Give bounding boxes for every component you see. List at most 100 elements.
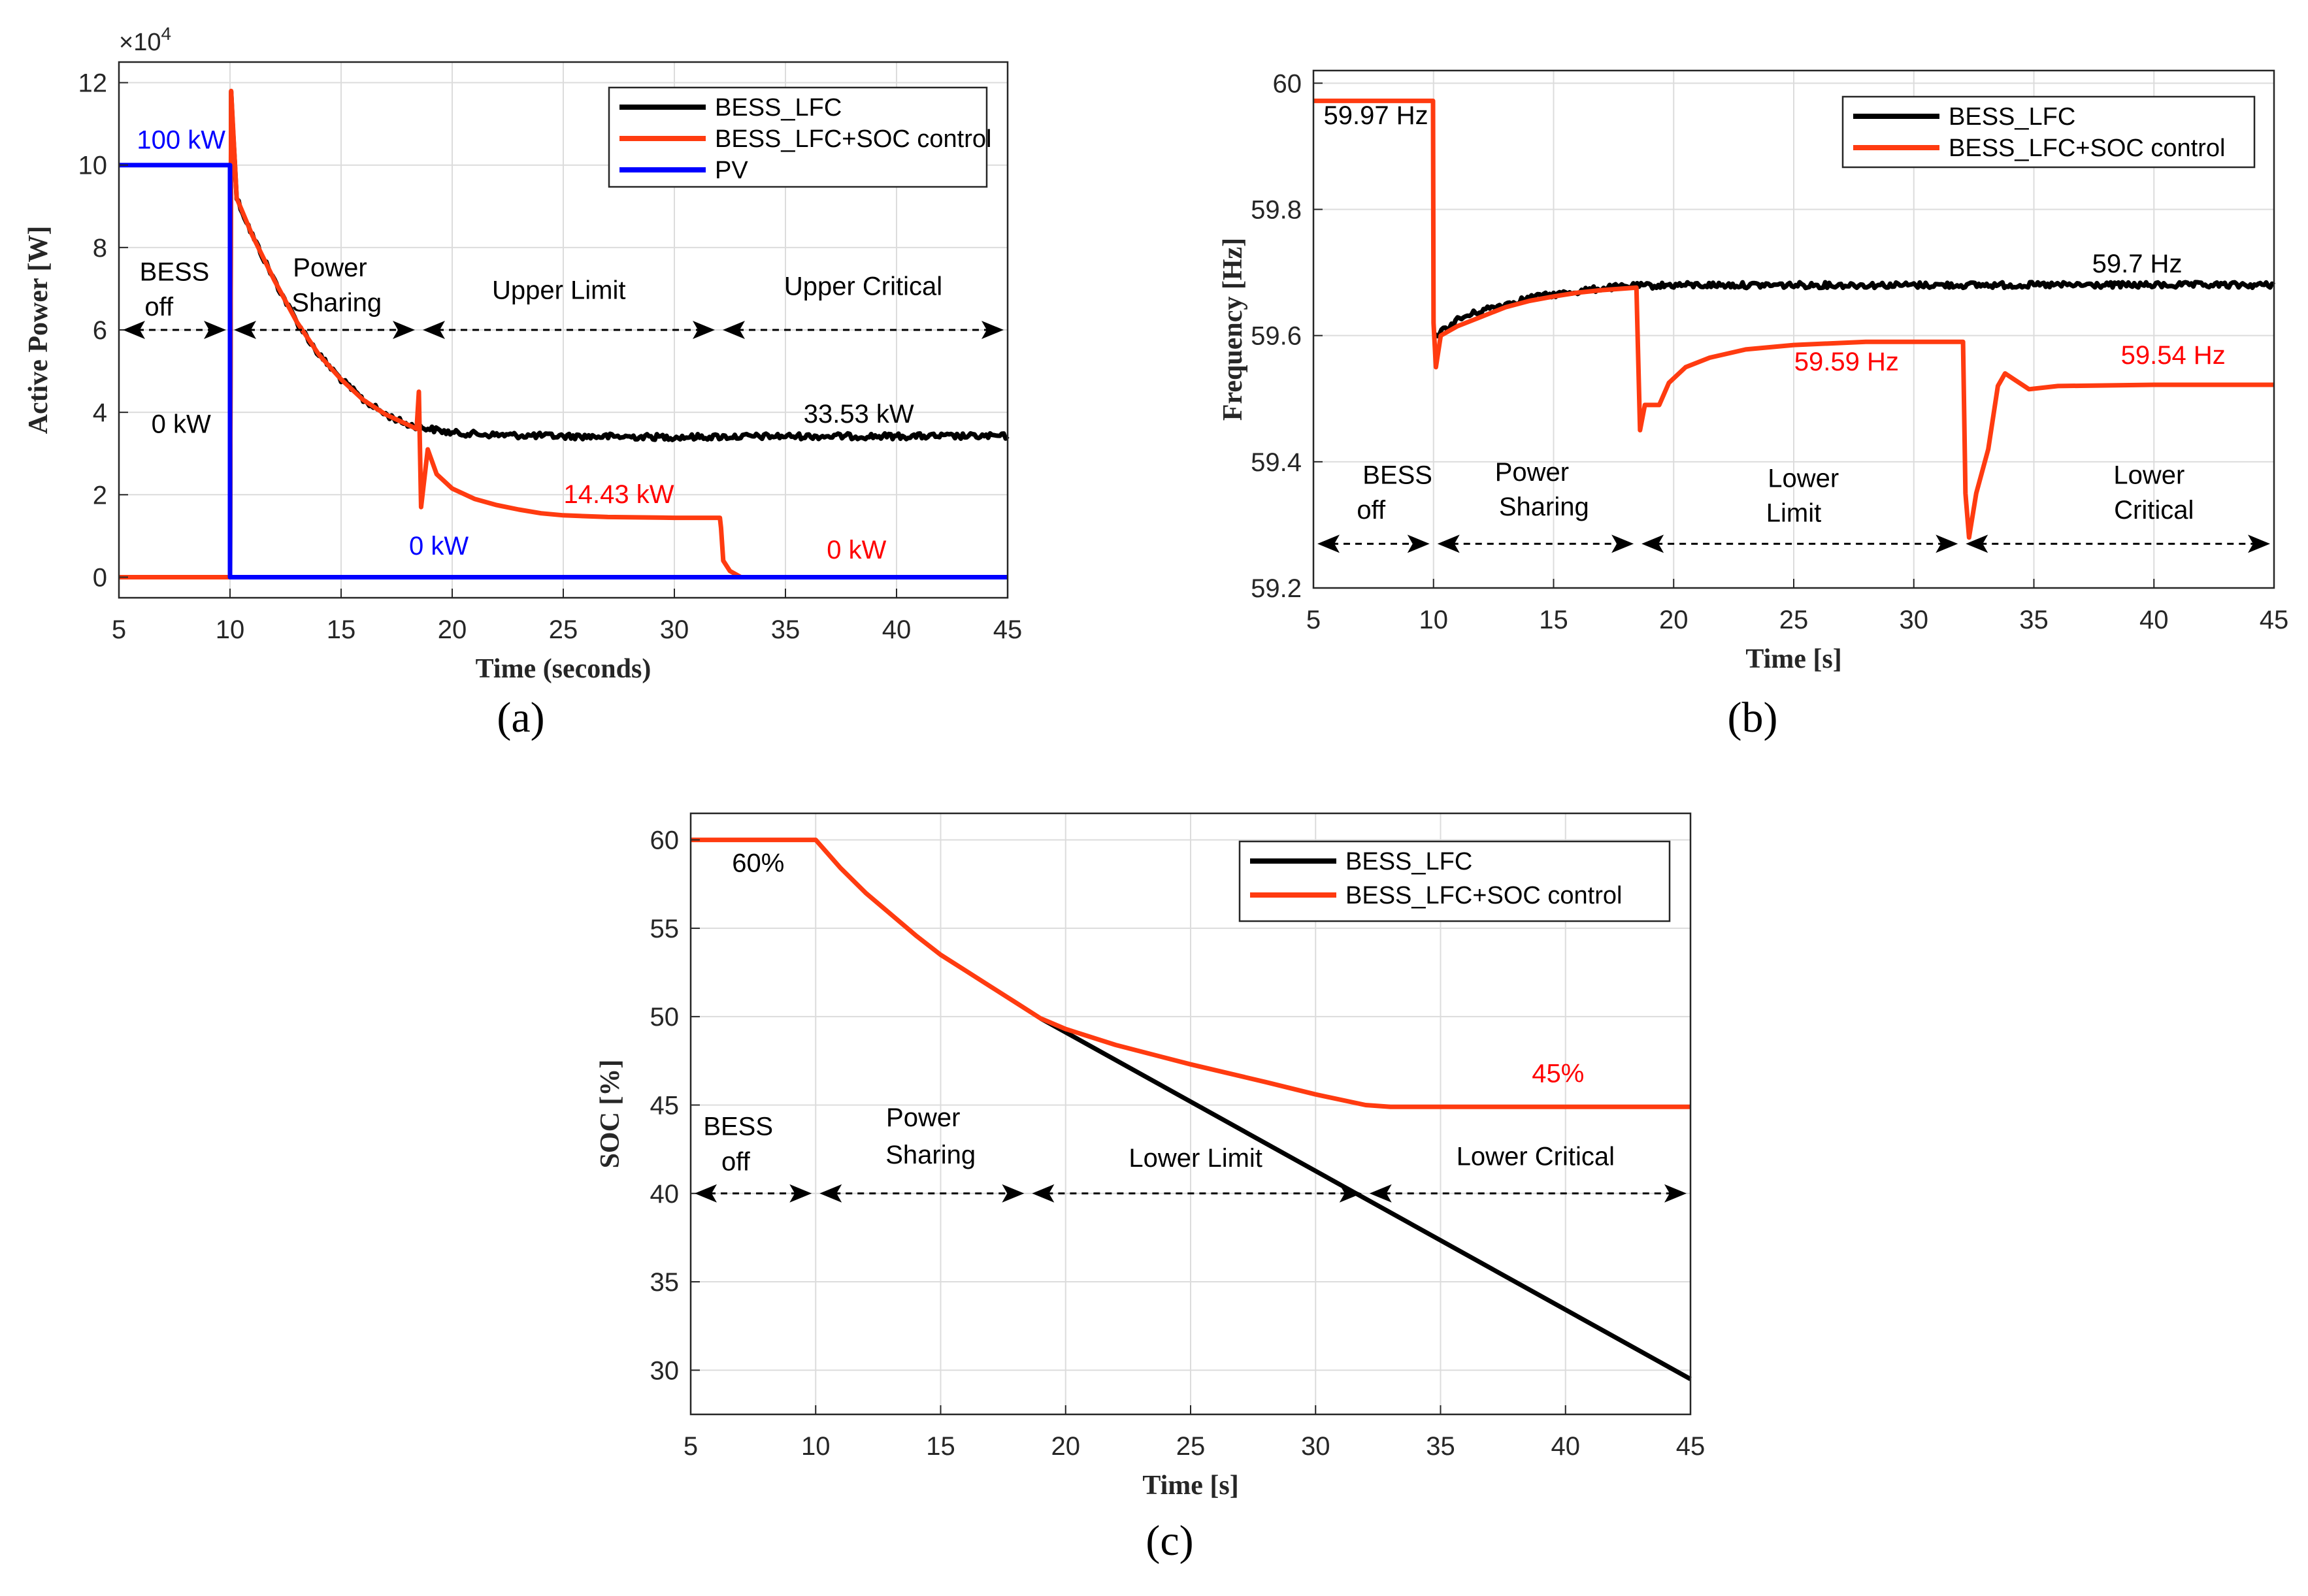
region-arrow-head-right bbox=[693, 321, 715, 339]
annotation-label: Sharing bbox=[291, 289, 382, 318]
series-line-bess-lfc-soc-control bbox=[691, 838, 1690, 1109]
x-tick-label: 35 bbox=[1426, 1432, 1455, 1461]
x-tick-label: 10 bbox=[1419, 606, 1449, 634]
region-arrow-head-right bbox=[1407, 534, 1430, 553]
y-axis-label: SOC [%] bbox=[595, 1060, 625, 1169]
x-tick-label: 10 bbox=[801, 1432, 831, 1461]
legend-entry: BESS_LFC+SOC control bbox=[1949, 135, 2225, 162]
y-tick-label: 50 bbox=[650, 1003, 680, 1032]
y-tick-label: 0 bbox=[93, 563, 107, 592]
region-arrow-head-left bbox=[1317, 534, 1340, 553]
y-tick-label: 55 bbox=[650, 915, 680, 943]
series-line-bess-lfc-soc-control bbox=[119, 88, 742, 579]
annotation-label: 0 kW bbox=[152, 410, 211, 439]
annotation-label: 0 kW bbox=[409, 532, 469, 561]
y-exponent-power: 4 bbox=[161, 24, 171, 44]
x-tick-label: 5 bbox=[112, 615, 126, 644]
annotation-label: Limit bbox=[1766, 499, 1821, 528]
region-arrow-head-right bbox=[1611, 534, 1634, 553]
x-tick-label: 20 bbox=[1659, 606, 1689, 634]
annotation-label: Lower bbox=[1768, 464, 1839, 493]
series-line-bess-lfc bbox=[1039, 1016, 1692, 1381]
annotation-label: Lower bbox=[2113, 461, 2184, 490]
x-tick-label: 35 bbox=[2019, 606, 2049, 634]
legend-entry: PV bbox=[715, 157, 748, 184]
x-tick-label: 25 bbox=[1176, 1432, 1206, 1461]
region-arrow-head-left bbox=[1032, 1184, 1055, 1203]
y-tick-label: 30 bbox=[650, 1356, 680, 1385]
legend-entry: BESS_LFC+SOC control bbox=[1345, 882, 1622, 909]
region-arrow-head-left bbox=[819, 1184, 842, 1203]
annotation-label: 59.7 Hz bbox=[2092, 250, 2183, 278]
y-tick-label: 60 bbox=[650, 826, 680, 855]
legend-box bbox=[1238, 840, 1671, 922]
legend-entry: BESS_LFC bbox=[715, 94, 842, 122]
y-tick-label: 8 bbox=[93, 234, 107, 263]
region-arrow-head-right bbox=[204, 321, 226, 339]
region-arrow-head-right bbox=[1664, 1184, 1687, 1203]
region-arrow-head-left bbox=[123, 321, 145, 339]
x-tick-label: 15 bbox=[327, 615, 356, 644]
annotation-label: Upper Critical bbox=[784, 272, 942, 301]
x-axis-label: Time (seconds) bbox=[476, 654, 651, 684]
series-line-pv bbox=[119, 163, 1008, 579]
x-tick-label: 30 bbox=[1900, 606, 1929, 634]
annotation-label: 100 kW bbox=[137, 125, 225, 154]
annotation-label: off bbox=[1357, 496, 1386, 525]
annotation-label: 14.43 kW bbox=[564, 480, 674, 509]
annotation-label: Power bbox=[886, 1103, 960, 1132]
annotation-label: 59.97 Hz bbox=[1323, 101, 1428, 130]
region-arrow-head-left bbox=[1641, 534, 1664, 553]
panel-label-a: (a) bbox=[497, 694, 544, 741]
region-arrow-head-left bbox=[234, 321, 256, 339]
x-tick-label: 20 bbox=[1051, 1432, 1081, 1461]
y-tick-label: 60 bbox=[1273, 69, 1302, 98]
y-exponent-base: ×10 bbox=[119, 29, 161, 56]
panel-label-b: (b) bbox=[1728, 694, 1778, 741]
region-arrow-head-left bbox=[695, 1184, 717, 1203]
region-arrow-head-right bbox=[393, 321, 415, 339]
annotation-label: Lower Limit bbox=[1129, 1144, 1262, 1173]
y-exponent-label: ×104 bbox=[119, 24, 171, 56]
y-tick-label: 4 bbox=[93, 399, 107, 427]
x-tick-label: 40 bbox=[882, 615, 912, 644]
annotation-label: Upper Limit bbox=[492, 276, 626, 305]
annotation-label: Power bbox=[293, 253, 367, 282]
x-tick-label: 5 bbox=[1306, 606, 1321, 634]
region-arrow-head-right bbox=[1339, 1184, 1362, 1203]
x-tick-label: 45 bbox=[993, 615, 1023, 644]
x-tick-label: 30 bbox=[1301, 1432, 1330, 1461]
x-tick-label: 40 bbox=[2139, 606, 2169, 634]
y-tick-label: 12 bbox=[78, 69, 108, 98]
annotation-label: BESS bbox=[703, 1112, 773, 1141]
x-tick-label: 45 bbox=[2260, 606, 2289, 634]
legend-entry: BESS_LFC+SOC control bbox=[715, 125, 991, 153]
x-tick-label: 35 bbox=[771, 615, 800, 644]
annotation-label: 0 kW bbox=[827, 536, 886, 564]
x-tick-label: 15 bbox=[1539, 606, 1568, 634]
y-tick-label: 2 bbox=[93, 481, 107, 510]
region-arrow-head-left bbox=[423, 321, 445, 339]
annotation-label: 59.54 Hz bbox=[2121, 341, 2226, 370]
legend-entry: BESS_LFC bbox=[1345, 848, 1472, 875]
x-tick-label: 40 bbox=[1551, 1432, 1581, 1461]
x-axis-label: Time [s] bbox=[1745, 644, 1841, 674]
y-tick-label: 59.2 bbox=[1251, 574, 1302, 603]
y-tick-label: 59.4 bbox=[1251, 448, 1302, 477]
y-tick-label: 40 bbox=[650, 1180, 680, 1209]
annotation-label: off bbox=[144, 293, 174, 321]
region-arrow-head-right bbox=[1002, 1184, 1025, 1203]
annotation-label: Lower Critical bbox=[1457, 1142, 1615, 1171]
annotation-label: 60% bbox=[732, 849, 784, 877]
x-tick-label: 20 bbox=[438, 615, 467, 644]
region-arrow-head-right bbox=[2248, 534, 2270, 553]
x-tick-label: 5 bbox=[684, 1432, 698, 1461]
region-arrow-head-left bbox=[1966, 534, 1988, 553]
region-arrow-head-right bbox=[981, 321, 1004, 339]
legend-box bbox=[1841, 95, 2256, 169]
annotation-label: 59.59 Hz bbox=[1794, 348, 1899, 376]
chart-panel-b: 5 10 15 20 25 30 35 40 45 59.2 59.4 59.6 59.8 60 Time … bbox=[1218, 69, 2288, 741]
